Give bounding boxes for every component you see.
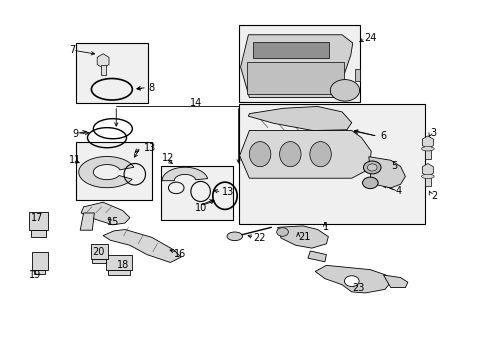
Ellipse shape (276, 228, 288, 236)
Bar (29, 212, 48, 230)
Bar (105, 255, 132, 270)
Text: 10: 10 (194, 203, 206, 213)
Text: 5: 5 (390, 161, 396, 171)
Text: 16: 16 (173, 248, 185, 258)
Polygon shape (80, 213, 94, 230)
Polygon shape (368, 157, 405, 188)
Bar (238, 104, 424, 224)
Text: 17: 17 (31, 213, 43, 222)
Polygon shape (383, 275, 407, 288)
Polygon shape (307, 251, 326, 262)
Text: 23: 23 (351, 283, 364, 293)
Polygon shape (240, 35, 352, 98)
Text: 21: 21 (298, 232, 310, 242)
Polygon shape (97, 54, 109, 68)
Ellipse shape (309, 141, 330, 167)
Text: 2: 2 (430, 191, 436, 201)
Text: 1: 1 (322, 222, 328, 232)
Bar (101, 64, 105, 75)
Text: 20: 20 (92, 247, 104, 257)
Text: 19: 19 (29, 270, 41, 280)
Ellipse shape (226, 232, 242, 240)
Text: 22: 22 (253, 233, 265, 243)
Polygon shape (422, 163, 432, 176)
Polygon shape (162, 167, 207, 181)
Ellipse shape (421, 147, 433, 151)
Text: 3: 3 (430, 129, 436, 138)
Text: 24: 24 (363, 33, 376, 43)
Ellipse shape (344, 276, 358, 287)
Text: 18: 18 (117, 260, 129, 270)
Ellipse shape (330, 80, 359, 101)
Polygon shape (315, 265, 390, 293)
Bar (424, 148, 430, 159)
Bar (253, 42, 328, 58)
Bar (91, 244, 108, 259)
Bar (424, 176, 430, 186)
Bar (238, 25, 359, 102)
Ellipse shape (421, 174, 433, 179)
Ellipse shape (366, 164, 376, 171)
Text: 9: 9 (73, 129, 79, 139)
Text: 15: 15 (107, 217, 119, 227)
Bar (76, 142, 152, 200)
Bar (354, 69, 359, 81)
Ellipse shape (279, 141, 301, 167)
Text: 6: 6 (379, 131, 386, 141)
Bar (108, 270, 130, 275)
Polygon shape (422, 136, 432, 149)
Text: 4: 4 (395, 186, 401, 197)
Text: 12: 12 (161, 153, 174, 163)
Bar (31, 230, 46, 237)
Ellipse shape (249, 141, 270, 167)
Polygon shape (277, 226, 328, 248)
Text: 13: 13 (221, 187, 233, 197)
Bar (246, 62, 344, 94)
Bar (32, 252, 48, 270)
Text: 11: 11 (69, 155, 81, 165)
Polygon shape (79, 157, 134, 188)
Text: 7: 7 (69, 45, 75, 55)
Bar (160, 166, 232, 220)
Text: 14: 14 (189, 98, 202, 108)
Polygon shape (103, 229, 181, 262)
Ellipse shape (363, 161, 380, 174)
Text: 8: 8 (148, 83, 154, 93)
Polygon shape (248, 107, 351, 131)
Text: 13: 13 (143, 143, 156, 153)
Ellipse shape (362, 177, 377, 189)
Bar (34, 270, 45, 274)
Bar (92, 259, 106, 263)
Polygon shape (81, 202, 130, 225)
Bar (76, 42, 148, 103)
Polygon shape (239, 131, 370, 178)
